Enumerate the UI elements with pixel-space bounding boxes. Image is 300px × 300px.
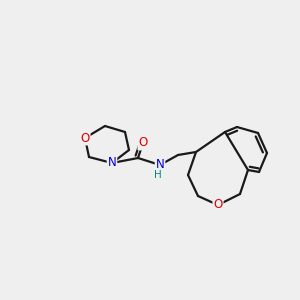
Text: N: N [156, 158, 164, 172]
Text: O: O [80, 131, 90, 145]
Text: O: O [138, 136, 148, 149]
Text: N: N [108, 157, 116, 169]
Text: O: O [213, 199, 223, 212]
Text: H: H [154, 170, 162, 180]
